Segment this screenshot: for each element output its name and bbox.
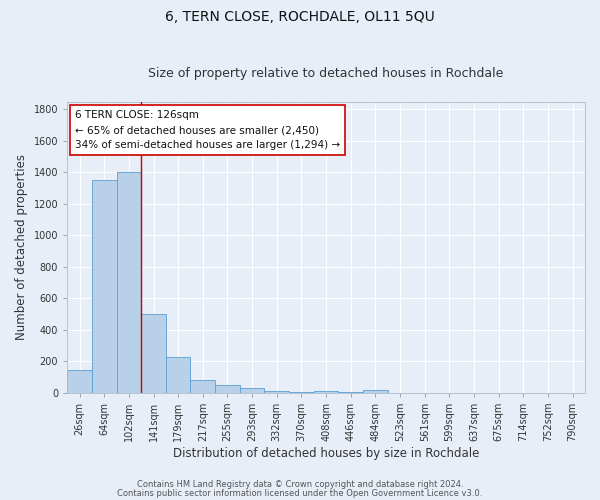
Bar [141, 314, 166, 393]
Bar [265, 390, 289, 393]
Bar [166, 358, 190, 393]
Title: Size of property relative to detached houses in Rochdale: Size of property relative to detached ho… [148, 66, 504, 80]
Text: 6, TERN CLOSE, ROCHDALE, OL11 5QU: 6, TERN CLOSE, ROCHDALE, OL11 5QU [165, 10, 435, 24]
Y-axis label: Number of detached properties: Number of detached properties [15, 154, 28, 340]
Bar [338, 392, 363, 393]
Bar [215, 385, 240, 393]
Bar [240, 388, 265, 393]
Bar [289, 392, 314, 393]
X-axis label: Distribution of detached houses by size in Rochdale: Distribution of detached houses by size … [173, 447, 479, 460]
Bar [116, 172, 141, 393]
Bar [314, 390, 338, 393]
Bar [363, 390, 388, 393]
Text: Contains HM Land Registry data © Crown copyright and database right 2024.: Contains HM Land Registry data © Crown c… [137, 480, 463, 489]
Bar [67, 370, 92, 393]
Text: Contains public sector information licensed under the Open Government Licence v3: Contains public sector information licen… [118, 488, 482, 498]
Bar [190, 380, 215, 393]
Bar [92, 180, 116, 393]
Text: 6 TERN CLOSE: 126sqm
← 65% of detached houses are smaller (2,450)
34% of semi-de: 6 TERN CLOSE: 126sqm ← 65% of detached h… [75, 110, 340, 150]
